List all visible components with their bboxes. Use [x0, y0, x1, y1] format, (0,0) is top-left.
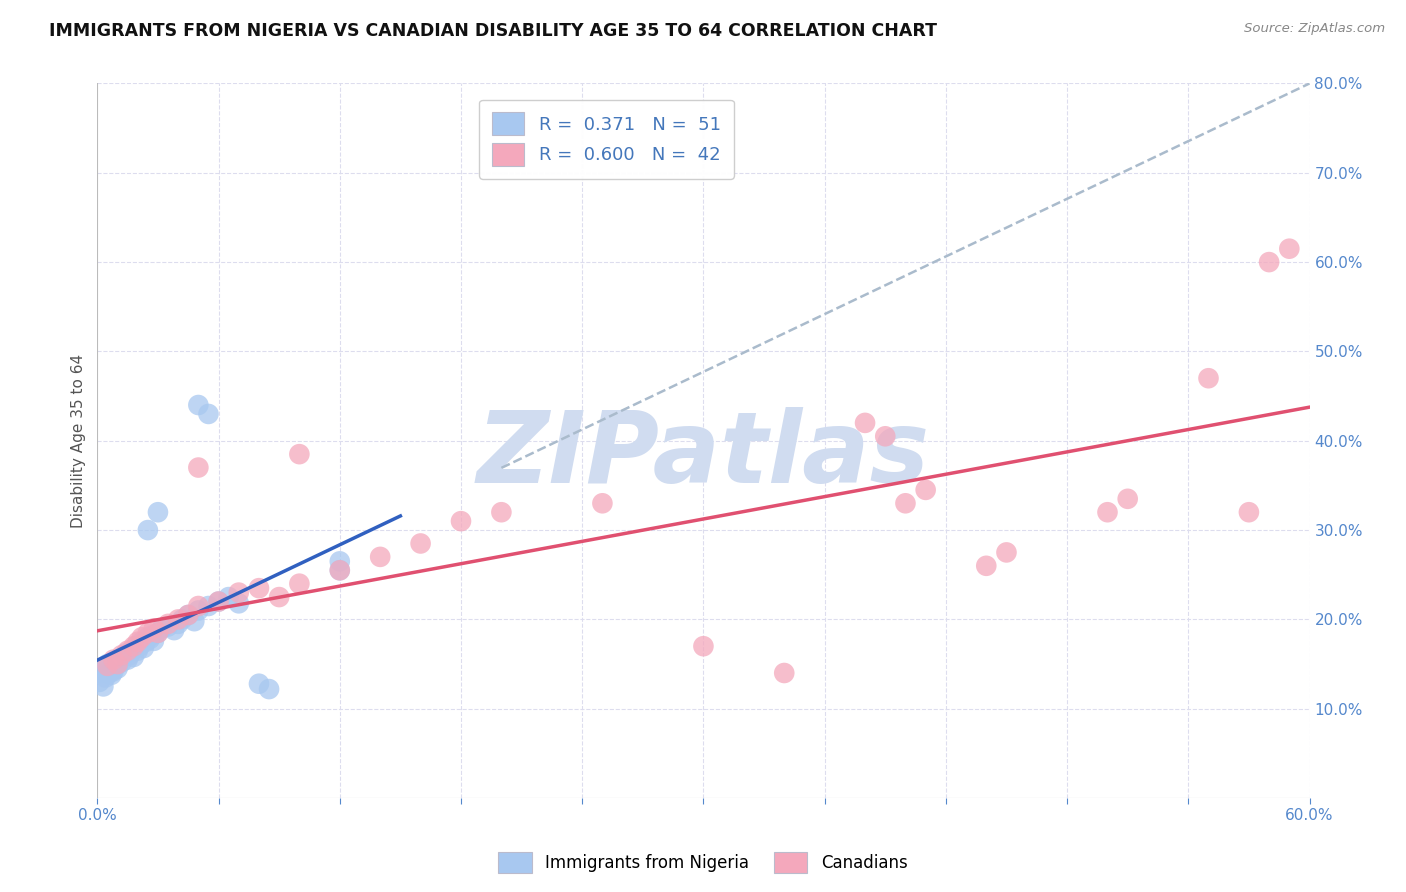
Point	[247, 581, 270, 595]
Point	[150, 621, 173, 635]
Point	[894, 496, 917, 510]
Point	[122, 649, 145, 664]
Point	[1198, 371, 1220, 385]
Point	[104, 658, 127, 673]
Point	[207, 594, 229, 608]
Point	[187, 398, 209, 412]
Point	[94, 670, 117, 684]
Point	[141, 628, 163, 642]
Point	[146, 625, 169, 640]
Point	[450, 514, 472, 528]
Point	[103, 664, 125, 678]
Point	[107, 661, 129, 675]
Point	[112, 649, 135, 664]
Point	[117, 643, 139, 657]
Point	[142, 633, 165, 648]
Point	[491, 505, 513, 519]
Point	[90, 665, 112, 680]
Legend: Immigrants from Nigeria, Canadians: Immigrants from Nigeria, Canadians	[492, 846, 914, 880]
Text: ZIPatlas: ZIPatlas	[477, 407, 929, 504]
Point	[107, 657, 129, 671]
Point	[257, 682, 280, 697]
Point	[146, 625, 169, 640]
Point	[228, 585, 250, 599]
Point	[96, 661, 118, 675]
Point	[269, 590, 291, 604]
Legend: R =  0.371   N =  51, R =  0.600   N =  42: R = 0.371 N = 51, R = 0.600 N = 42	[479, 100, 734, 178]
Point	[110, 648, 132, 662]
Point	[197, 407, 219, 421]
Point	[288, 576, 311, 591]
Point	[125, 639, 148, 653]
Point	[1097, 505, 1119, 519]
Point	[228, 596, 250, 610]
Point	[121, 643, 143, 657]
Point	[167, 616, 190, 631]
Point	[773, 665, 796, 680]
Y-axis label: Disability Age 35 to 64: Disability Age 35 to 64	[72, 354, 86, 528]
Point	[136, 630, 159, 644]
Point	[127, 634, 149, 648]
Point	[197, 599, 219, 613]
Point	[183, 614, 205, 628]
Point	[692, 639, 714, 653]
Point	[135, 634, 157, 648]
Point	[1278, 242, 1301, 256]
Point	[207, 594, 229, 608]
Point	[89, 675, 111, 690]
Point	[875, 429, 897, 443]
Point	[132, 640, 155, 655]
Text: IMMIGRANTS FROM NIGERIA VS CANADIAN DISABILITY AGE 35 TO 64 CORRELATION CHART: IMMIGRANTS FROM NIGERIA VS CANADIAN DISA…	[49, 22, 938, 40]
Point	[247, 677, 270, 691]
Point	[329, 554, 352, 568]
Point	[146, 505, 169, 519]
Point	[96, 657, 118, 671]
Point	[157, 616, 180, 631]
Point	[118, 648, 141, 662]
Point	[591, 496, 613, 510]
Point	[108, 652, 131, 666]
Point	[93, 680, 115, 694]
Point	[187, 460, 209, 475]
Point	[995, 545, 1018, 559]
Text: Source: ZipAtlas.com: Source: ZipAtlas.com	[1244, 22, 1385, 36]
Point	[142, 621, 165, 635]
Point	[914, 483, 936, 497]
Point	[157, 619, 180, 633]
Point	[98, 665, 121, 680]
Point	[117, 652, 139, 666]
Point	[1258, 255, 1281, 269]
Point	[177, 607, 200, 622]
Point	[139, 632, 162, 646]
Point	[114, 646, 136, 660]
Point	[136, 625, 159, 640]
Point	[131, 630, 153, 644]
Point	[128, 639, 150, 653]
Point	[122, 639, 145, 653]
Point	[187, 599, 209, 613]
Point	[172, 612, 194, 626]
Point	[329, 563, 352, 577]
Point	[853, 416, 876, 430]
Point	[368, 549, 391, 564]
Point	[100, 667, 122, 681]
Point	[131, 634, 153, 648]
Point	[96, 658, 118, 673]
Point	[127, 643, 149, 657]
Point	[110, 655, 132, 669]
Point	[107, 657, 129, 671]
Point	[167, 612, 190, 626]
Point	[177, 607, 200, 622]
Point	[974, 558, 997, 573]
Point	[187, 603, 209, 617]
Point	[136, 523, 159, 537]
Point	[1116, 491, 1139, 506]
Point	[1237, 505, 1260, 519]
Point	[329, 563, 352, 577]
Point	[163, 623, 186, 637]
Point	[218, 590, 240, 604]
Point	[288, 447, 311, 461]
Point	[409, 536, 432, 550]
Point	[103, 652, 125, 666]
